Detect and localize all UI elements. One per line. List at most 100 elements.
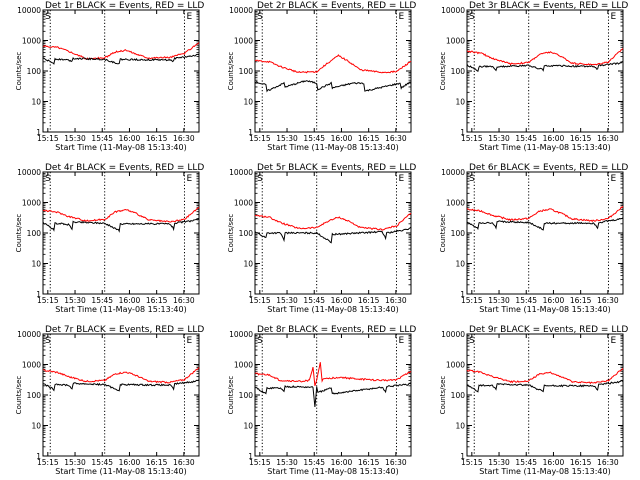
x-tick-label: 15:30 <box>64 458 86 467</box>
x-tick-label: 15:45 <box>91 134 113 143</box>
y-tick-label: 10 <box>31 260 41 269</box>
x-tick-label: 16:30 <box>385 458 407 467</box>
x-tick-label: 16:15 <box>570 458 592 467</box>
panel-title: Det 8r BLACK = Events, RED = LLD <box>257 325 416 335</box>
y-tick-label: 10 <box>31 98 41 107</box>
y-tick-label: 1000 <box>446 37 465 46</box>
panel-title: Det 9r BLACK = Events, RED = LLD <box>469 325 628 335</box>
end-marker: E <box>398 336 404 346</box>
y-tick-label: 1 <box>460 290 465 299</box>
end-marker: E <box>610 336 616 346</box>
x-tick-label: 16:00 <box>119 134 141 143</box>
series-line-lld <box>254 54 412 74</box>
x-tick-label: 15:30 <box>64 296 86 305</box>
y-tick-label: 10000 <box>229 168 253 177</box>
end-marker: E <box>186 174 192 184</box>
x-tick-label: 15:15 <box>249 134 271 143</box>
y-tick-label: 10000 <box>441 168 465 177</box>
panel-det-7: Det 7r BLACK = Events, RED = LLD 1 10 100 10… <box>15 325 204 476</box>
x-tick-label: 15:15 <box>461 134 483 143</box>
x-tick-label: 16:30 <box>173 458 195 467</box>
series-line-events <box>42 379 200 392</box>
y-tick-label: 1000 <box>446 361 465 370</box>
x-tick-label: 16:00 <box>119 458 141 467</box>
y-tick-label: 100 <box>27 67 42 76</box>
y-axis-label: Counts/sec <box>15 376 23 415</box>
panel-title: Det 1r BLACK = Events, RED = LLD <box>45 1 204 11</box>
series-line-events <box>254 80 412 93</box>
series-line-lld <box>254 212 412 231</box>
panel-title: Det 4r BLACK = Events, RED = LLD <box>45 163 204 173</box>
start-marker: S <box>257 174 263 184</box>
y-tick-label: 1000 <box>446 199 465 208</box>
y-tick-label: 1000 <box>234 37 253 46</box>
y-axis-label: Counts/sec <box>439 214 447 253</box>
y-tick-label: 10 <box>243 98 253 107</box>
y-tick-label: 1 <box>36 452 41 461</box>
series-line-lld <box>466 205 624 223</box>
series-line-lld <box>466 48 624 66</box>
series-line-lld <box>254 362 412 386</box>
x-tick-label: 16:00 <box>543 134 565 143</box>
x-axis-label: Start Time (11-May-08 15:13:40) <box>55 143 186 152</box>
y-tick-label: 1 <box>36 290 41 299</box>
y-tick-label: 10 <box>31 422 41 431</box>
y-tick-label: 100 <box>451 67 466 76</box>
plot-frame <box>42 333 200 457</box>
x-tick-label: 15:30 <box>276 134 298 143</box>
y-tick-label: 1 <box>248 290 253 299</box>
x-axis-label: Start Time (11-May-08 15:13:40) <box>267 143 398 152</box>
panel-det-4: Det 4r BLACK = Events, RED = LLD 1 10 100 10… <box>15 163 204 314</box>
x-tick-label: 16:15 <box>146 458 168 467</box>
y-tick-label: 10 <box>455 98 465 107</box>
panel-title: Det 7r BLACK = Events, RED = LLD <box>45 325 204 335</box>
x-tick-label: 15:15 <box>249 296 271 305</box>
plot-frame <box>466 333 624 457</box>
x-tick-label: 15:15 <box>461 458 483 467</box>
x-tick-label: 16:00 <box>331 134 353 143</box>
panel-det-9: Det 9r BLACK = Events, RED = LLD 1 10 100 10… <box>439 325 628 476</box>
y-tick-label: 1 <box>36 128 41 137</box>
panel-det-5: Det 5r BLACK = Events, RED = LLD 1 10 100 10… <box>227 163 416 314</box>
end-marker: E <box>186 336 192 346</box>
x-tick-label: 16:00 <box>331 296 353 305</box>
start-marker: S <box>469 336 475 346</box>
x-tick-label: 16:15 <box>570 296 592 305</box>
series-line-events <box>255 381 412 407</box>
x-tick-label: 15:15 <box>37 134 59 143</box>
x-tick-label: 15:30 <box>276 296 298 305</box>
series-line-lld <box>43 367 200 384</box>
x-tick-label: 15:30 <box>488 458 510 467</box>
y-tick-label: 1 <box>248 128 253 137</box>
x-axis-label: Start Time (11-May-08 15:13:40) <box>267 305 398 314</box>
plot-frame <box>42 9 200 133</box>
x-tick-label: 16:15 <box>358 458 380 467</box>
plot-frame <box>254 9 412 133</box>
y-tick-label: 1000 <box>22 37 41 46</box>
x-tick-label: 16:30 <box>597 134 619 143</box>
y-tick-label: 10 <box>455 260 465 269</box>
y-tick-label: 100 <box>239 229 254 238</box>
y-axis-label: Counts/sec <box>439 376 447 415</box>
x-tick-label: 15:30 <box>64 134 86 143</box>
y-tick-label: 1 <box>460 128 465 137</box>
panel-det-3: Det 3r BLACK = Events, RED = LLD 1 10 100 10… <box>439 1 628 152</box>
x-tick-label: 16:30 <box>597 458 619 467</box>
start-marker: S <box>45 174 51 184</box>
x-tick-label: 15:15 <box>461 296 483 305</box>
x-axis-label: Start Time (11-May-08 15:13:40) <box>55 467 186 476</box>
x-tick-label: 15:45 <box>303 134 325 143</box>
y-axis-label: Counts/sec <box>227 52 235 91</box>
x-tick-label: 16:30 <box>385 296 407 305</box>
series-line-events <box>466 60 624 72</box>
y-tick-label: 100 <box>451 391 466 400</box>
y-tick-label: 10000 <box>17 330 41 339</box>
x-tick-label: 16:00 <box>543 458 565 467</box>
y-axis-label: Counts/sec <box>439 52 447 91</box>
x-tick-label: 16:00 <box>543 296 565 305</box>
start-marker: S <box>469 12 475 22</box>
y-tick-label: 1000 <box>22 199 41 208</box>
start-marker: S <box>257 12 263 22</box>
x-tick-label: 15:45 <box>303 296 325 305</box>
x-tick-label: 16:15 <box>146 134 168 143</box>
